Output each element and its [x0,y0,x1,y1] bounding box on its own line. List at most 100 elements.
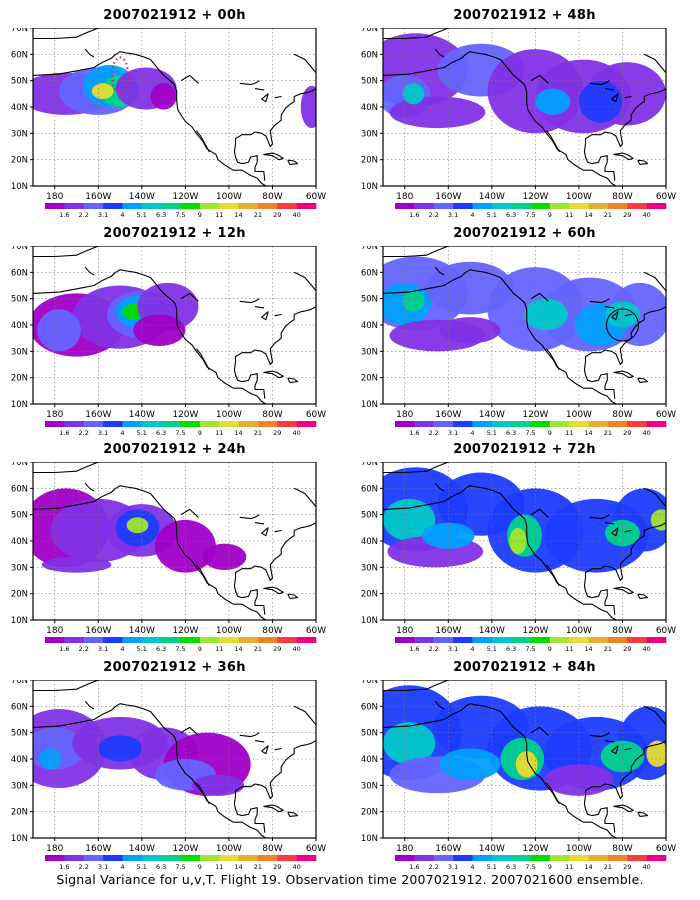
lat-label: 60N [11,484,28,494]
lat-label: 30N [11,129,28,139]
colorbar-swatch [511,421,531,427]
lon-label: 80W [262,626,282,636]
colorbar: 1.6 2.2 3.1 4 5.1 6.3 7.5 9 11 14 21 29 40 [395,421,667,437]
panel-title: 2007021912 + 60h [453,226,596,241]
colorbar-swatch [219,855,239,861]
colorbar-swatch [199,637,220,643]
colorbar-swatch [296,421,317,427]
colorbar-label: 7.5 [525,863,535,871]
colorbar-swatch [277,637,297,643]
lat-label: 10N [11,616,28,626]
lat-label: 30N [361,563,378,573]
colorbar-swatch [491,855,512,861]
colorbar-swatch [530,855,551,861]
colorbar-swatch [472,637,493,643]
colorbar-swatch [45,637,65,643]
colorbar-label: 5.1 [487,429,497,437]
colorbar-swatch [45,855,65,861]
lon-label: 140W [479,626,505,636]
lat-label: 10N [361,400,378,410]
colorbar-label: 3.1 [98,645,108,653]
colorbar-label: 11 [565,863,573,871]
lat-label: 70N [11,680,28,686]
colorbar-label: 11 [215,429,223,437]
lat-label: 70N [11,28,28,34]
colorbar-swatch [257,421,278,427]
colorbar: 1.6 2.2 3.1 4 5.1 6.3 7.5 9 11 14 21 29 40 [45,421,317,437]
colorbar-label: 14 [234,863,242,871]
colorbar-swatch [627,203,647,209]
colorbar-label: 5.1 [487,863,497,871]
colorbar-label: 7.5 [525,211,535,219]
lat-label: 10N [361,834,378,844]
variance-field [383,680,666,838]
colorbar-label: 9 [548,211,552,219]
lon-label: 100W [566,844,592,854]
lon-label: 160W [435,410,461,420]
colorbar-swatch [64,421,85,427]
lat-label: 20N [361,590,378,600]
forecast-panel: 2007021912 + 72h 70N 60N 50N 40N 30N 20N 10N 180… [361,442,700,657]
lon-label: 60W [306,410,326,420]
colorbar: 1.6 2.2 3.1 4 5.1 6.3 7.5 9 11 14 21 29 40 [45,637,317,653]
lat-label: 40N [361,321,378,331]
colorbar-swatch [238,203,259,209]
colorbar-label: 4 [470,645,474,653]
colorbar-swatch [511,855,531,861]
lat-label: 60N [361,50,378,60]
colorbar-label: 6.3 [506,429,516,437]
colorbar-swatch [453,637,473,643]
colorbar-swatch [491,637,512,643]
colorbar-label: 21 [254,645,262,653]
colorbar-label: 11 [565,429,573,437]
colorbar-swatch [219,637,239,643]
colorbar: 1.6 2.2 3.1 4 5.1 6.3 7.5 9 11 14 21 29 40 [395,637,667,653]
lat-label: 20N [361,156,378,166]
lon-label: 160W [435,844,461,854]
colorbar-label: 3.1 [98,863,108,871]
lon-label: 180 [396,192,413,202]
colorbar-label: 1.6 [409,645,419,653]
lat-label: 40N [11,537,28,547]
colorbar-swatch [277,855,297,861]
colorbar-swatch [141,421,162,427]
colorbar-label: 7.5 [175,211,185,219]
lon-label: 160W [435,192,461,202]
colorbar-swatch [64,203,85,209]
colorbar-swatch [64,855,85,861]
forecast-panel: 2007021912 + 60h 70N 60N 50N 40N 30N 20N 10N 180… [361,226,700,441]
colorbar-label: 14 [584,863,592,871]
lat-label: 70N [11,246,28,252]
variance-field [33,680,316,838]
colorbar-swatch [414,203,435,209]
colorbar-label: 3.1 [448,429,458,437]
variance-field [383,28,666,186]
colorbar-swatch [607,421,628,427]
colorbar-swatch [414,855,435,861]
colorbar-label: 21 [254,863,262,871]
colorbar-label: 29 [273,429,281,437]
colorbar-label: 11 [565,645,573,653]
colorbar-label: 7.5 [175,863,185,871]
colorbar-swatch [257,637,278,643]
colorbar-label: 29 [273,863,281,871]
colorbar-label: 7.5 [525,429,535,437]
lon-label: 60W [306,626,326,636]
colorbar-label: 3.1 [98,211,108,219]
colorbar-label: 21 [604,645,612,653]
panel-title: 2007021912 + 36h [103,660,246,675]
lon-label: 180 [396,626,413,636]
lat-label: 60N [361,484,378,494]
lat-label: 20N [11,374,28,384]
colorbar-swatch [530,421,551,427]
colorbar-swatch [257,855,278,861]
colorbar-label: 7.5 [175,645,185,653]
figure-caption: Signal Variance for u,v,T. Flight 19. Ob… [56,872,644,887]
variance-map: 70N 60N 50N 40N 30N 20N 10N 180 160W 140W 120W 100W… [361,458,700,662]
lat-label: 40N [11,755,28,765]
colorbar-label: 7.5 [525,645,535,653]
lon-label: 120W [172,192,198,202]
colorbar-swatch [161,637,181,643]
lon-label: 100W [566,192,592,202]
colorbar-swatch [646,203,667,209]
